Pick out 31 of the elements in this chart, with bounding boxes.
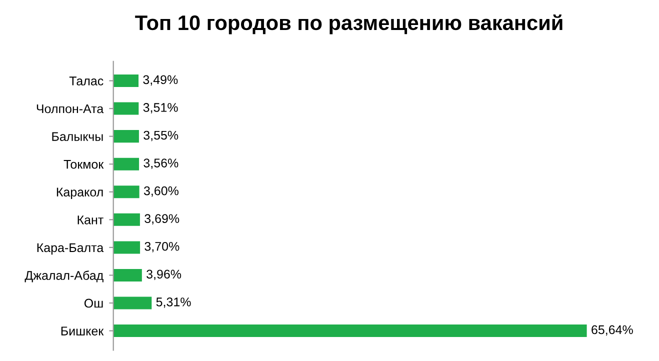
bar [113,158,140,170]
bar [113,74,139,87]
bar [113,102,139,115]
data-label: 65,64% [592,325,633,336]
y-tick-label: Джалал-Абад [24,270,104,282]
y-tick-label: Кара-Балта [37,243,104,255]
y-tick-label: Токмок [64,160,104,169]
bar [113,324,587,338]
data-label: 3,60% [144,186,178,197]
data-label: 3,69% [144,214,180,224]
data-label: 3,49% [143,75,178,86]
data-label: 3,51% [143,103,178,114]
bar [113,186,140,198]
bar [113,241,140,254]
bar [113,296,152,310]
data-label: 3,96% [146,270,182,280]
bar [113,130,139,143]
data-label: 3,70% [144,242,180,252]
y-tick-label: Ош [84,298,103,308]
y-tick-label: Кант [78,216,104,224]
bar [113,268,142,282]
data-label: 3,56% [144,158,178,169]
data-label: 5,31% [156,298,191,308]
data-label: 3,55% [144,130,178,142]
y-tick-label: Бишкек [61,326,104,336]
y-tick-label: Чолпон-Ата [36,104,104,114]
y-tick-label: Каракол [56,188,103,199]
bar [113,213,140,226]
chart-title: Топ 10 городов по размещению вакансий [135,14,562,34]
y-tick-label: Талас [69,76,104,86]
y-tick-label: Балыкчы [52,132,103,141]
